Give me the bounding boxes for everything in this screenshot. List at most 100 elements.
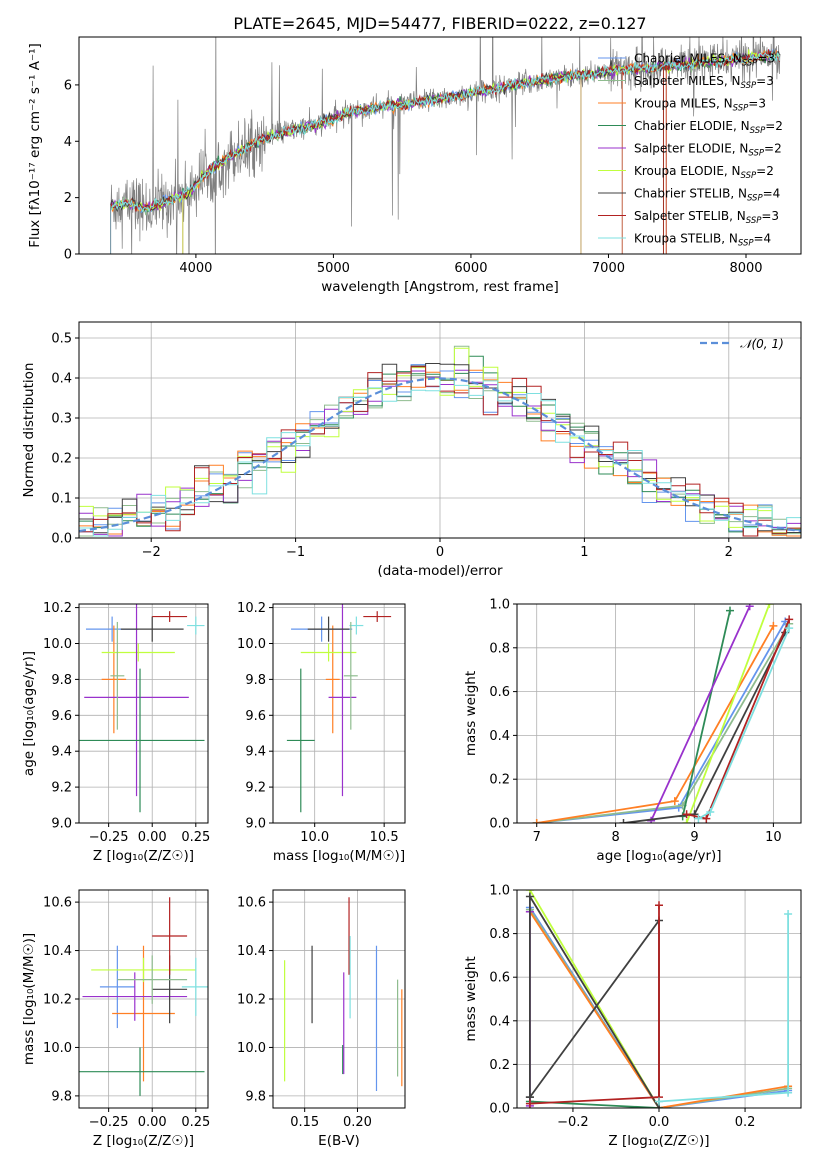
- errorbar-point: [101, 625, 127, 734]
- axes-frame: −0.25 0.00 0.25 9.0 9.2 9.4 9.6 9.8 10.0 10.2 Z [l…: [21, 601, 210, 864]
- plot-area: [79, 604, 205, 813]
- y-tick-label: 9.0: [51, 817, 72, 832]
- y-tick-label: 9.8: [245, 1089, 266, 1104]
- model-spectrum-line: [110, 51, 780, 213]
- errorbar-point: [325, 625, 340, 734]
- plot-area: [286, 604, 392, 813]
- plus-marker: [785, 615, 794, 624]
- errorbar-point: [79, 1047, 205, 1096]
- figure-title: PLATE=2645, MJD=54477, FIBERID=0222, z=0…: [233, 14, 646, 33]
- y-tick-label: 0.5: [51, 332, 72, 347]
- plot-residuals: −2 −1 0 1 2 0.0 0.1 0.2 0.3 0.4 0.5 (data-model)/er…: [21, 321, 802, 579]
- y-tick-label: 9.8: [245, 673, 266, 688]
- x-tick-label: 0: [436, 545, 444, 560]
- axes-border: [272, 603, 406, 824]
- y-tick-label: 10.0: [43, 1041, 72, 1056]
- x-tick-label: 10.0: [300, 830, 329, 845]
- y-tick-label: 10.2: [237, 993, 266, 1008]
- axes-border: [516, 603, 802, 824]
- legend-entry: Kroupa STELIB, NSSP=4: [634, 232, 771, 249]
- errorbar-point: [84, 604, 189, 797]
- x-tick-label: −0.2: [557, 1115, 589, 1130]
- x-tick-label: 10.5: [370, 830, 399, 845]
- x-tick-label: 0.20: [343, 1115, 372, 1130]
- y-axis-label: mass weight: [463, 956, 479, 1041]
- x-axis-label: Z [log₁₀(Z/Z☉)]: [93, 848, 194, 864]
- x-tick-label: −2: [142, 545, 161, 560]
- plot-area: [284, 897, 403, 1092]
- errorbar-point: [101, 643, 175, 662]
- y-tick-label: 4: [64, 135, 72, 150]
- y-axis-label: mass weight: [463, 671, 479, 756]
- axes-frame: 4000 5000 6000 7000 8000 0 2 4 6 wavelength [Angs…: [27, 36, 802, 295]
- weight-series-line: [650, 605, 751, 822]
- x-tick-label: 5000: [317, 261, 350, 276]
- y-tick-label: 0.1: [51, 492, 72, 507]
- plus-marker: [619, 819, 628, 823]
- errorbar-point: [152, 611, 188, 622]
- y-tick-label: 9.0: [245, 817, 266, 832]
- plus-marker: [694, 814, 703, 823]
- legend-entry: Chabrier STELIB, NSSP=4: [634, 187, 780, 204]
- plus-marker: [655, 901, 663, 910]
- weight-series-line: [685, 604, 771, 823]
- y-tick-label: 0.8: [489, 927, 510, 942]
- x-axis-label: wavelength [Angstrom, rest frame]: [321, 279, 559, 295]
- y-tick-label: 0.2: [489, 1058, 510, 1073]
- legend-entry: Kroupa MILES, NSSP=3: [634, 97, 766, 114]
- x-tick-label: 1: [580, 545, 588, 560]
- weight-series-line: [529, 893, 660, 1108]
- plus-marker: [745, 604, 754, 611]
- plus-marker: [785, 624, 794, 633]
- x-tick-label: −1: [286, 545, 305, 560]
- legend-entry: Chabrier ELODIE, NSSP=2: [634, 119, 783, 136]
- errorbar-point: [181, 957, 208, 1016]
- errorbar-point: [307, 616, 350, 642]
- weight-series-line: [658, 914, 789, 1103]
- x-tick-label: 0.25: [181, 830, 210, 845]
- errorbar-point: [363, 611, 392, 622]
- plus-marker: [690, 810, 699, 819]
- x-tick-label: 8000: [729, 261, 762, 276]
- y-tick-label: 2: [64, 191, 72, 206]
- plot-age_vs_mass: 10.0 10.5 9.0 9.2 9.4 9.6 9.8 10.0 10.2 mass [log…: [237, 601, 406, 864]
- plot-age_vs_Z: −0.25 0.00 0.25 9.0 9.2 9.4 9.6 9.8 10.0 10.2 Z [l…: [21, 601, 210, 864]
- weight-series-line: [681, 610, 731, 817]
- axes-frame: −0.25 0.00 0.25 9.8 10.0 10.2 10.4 10.6 Z [log₁₀…: [21, 889, 210, 1149]
- y-tick-label: 6: [64, 78, 72, 93]
- x-tick-label: 0.0: [649, 1115, 670, 1130]
- errorbar-point: [117, 955, 188, 1004]
- errorbar-point: [328, 604, 357, 797]
- y-tick-label: 9.6: [245, 709, 266, 724]
- weight-series-line: [529, 911, 789, 1108]
- errorbar-point: [79, 668, 205, 813]
- x-tick-label: 0.15: [290, 1115, 319, 1130]
- plus-marker: [769, 621, 778, 630]
- axes-frame: 0.15 0.20 9.8 10.0 10.2 10.4 10.6 E(B-V): [237, 889, 406, 1149]
- x-tick-label: 10: [765, 830, 782, 845]
- legend-entry: Salpeter MILES, NSSP=3: [634, 74, 774, 91]
- plot-area: [79, 897, 208, 1096]
- x-tick-label: 9: [690, 830, 698, 845]
- x-axis-label: E(B-V): [318, 1133, 360, 1149]
- y-tick-label: 1.0: [489, 598, 510, 613]
- y-tick-label: 10.2: [43, 993, 72, 1008]
- y-tick-label: 0.0: [489, 817, 510, 832]
- axes-border: [78, 603, 209, 824]
- plot-area: [525, 890, 793, 1108]
- errorbar-point: [152, 897, 188, 975]
- x-axis-label: (data-model)/error: [377, 563, 503, 579]
- legend: Chabrier MILES, NSSP=3 Salpeter MILES, NS…: [598, 52, 783, 249]
- y-tick-label: 10.2: [43, 601, 72, 616]
- errorbar-point: [91, 957, 196, 983]
- normal-distribution-curve: [79, 377, 801, 533]
- x-tick-label: 8: [611, 830, 619, 845]
- model-spectrum-line: [110, 49, 780, 212]
- plot-area: [110, 37, 781, 254]
- plus-marker: [784, 909, 793, 918]
- plus-marker: [726, 606, 734, 615]
- axes-frame: −2 −1 0 1 2 0.0 0.1 0.2 0.3 0.4 0.5 (data-model)/er…: [21, 321, 802, 579]
- y-tick-label: 10.0: [43, 637, 72, 652]
- x-axis-label: mass [log₁₀(M/M☉)]: [273, 848, 405, 864]
